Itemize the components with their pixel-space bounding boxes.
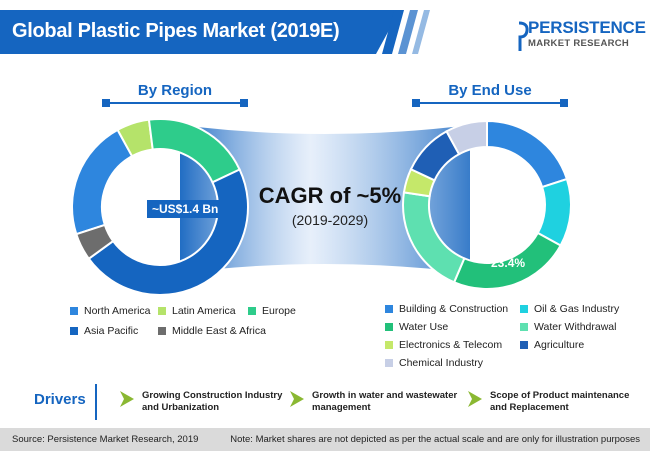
driver-item: Growth in water and wastewater management xyxy=(288,390,457,414)
legend-swatch xyxy=(248,307,256,315)
driver-line: Scope of Product maintenance xyxy=(490,390,630,401)
connector-band xyxy=(180,125,470,273)
arrow-icon xyxy=(290,391,304,407)
region-slice-asia-pacific xyxy=(87,168,249,296)
driver-line: management xyxy=(312,402,371,413)
legend-swatch xyxy=(520,305,528,313)
legend-label: North America xyxy=(84,305,151,317)
cagr-value: CAGR of ~5% xyxy=(258,183,402,208)
footer-note: Note: Market shares are not depicted as … xyxy=(230,434,640,445)
legend-swatch xyxy=(520,341,528,349)
legend-item: Europe xyxy=(248,305,296,317)
legend-label: Middle East & Africa xyxy=(172,325,266,337)
footer-source: Source: Persistence Market Research, 201… xyxy=(12,434,199,445)
region-title-underline xyxy=(102,99,248,107)
legend-label: Agriculture xyxy=(534,339,585,351)
legend-label: Asia Pacific xyxy=(84,325,139,337)
legend-item: Latin America xyxy=(158,305,236,317)
legend-item: North America xyxy=(70,305,151,317)
legend-item: Chemical Industry xyxy=(385,357,483,369)
legend-swatch xyxy=(70,327,78,335)
title-stripes xyxy=(382,10,430,54)
legend-swatch xyxy=(158,327,166,335)
legend-label: Latin America xyxy=(172,305,236,317)
enduse-title-underline xyxy=(412,99,568,107)
driver-item: Growing Construction Industry and Urbaniz… xyxy=(118,390,282,414)
cagr-years: (2019-2029) xyxy=(291,212,369,228)
legend-label: Europe xyxy=(262,305,296,317)
legend-swatch xyxy=(70,307,78,315)
legend-label: Building & Construction xyxy=(399,303,509,315)
enduse-section-title: By End Use xyxy=(448,82,532,99)
legend-swatch xyxy=(385,359,393,367)
region-donut xyxy=(71,118,249,296)
region-market-size-label: ~US$1.4 Bn xyxy=(147,200,224,218)
legend-item: Agriculture xyxy=(520,339,584,351)
legend-label: Chemical Industry xyxy=(399,357,484,369)
enduse-slice-chemical-industry xyxy=(445,119,488,156)
legend-swatch xyxy=(385,305,393,313)
enduse-slice-building-construction xyxy=(486,119,569,189)
legend-label: Electronics & Telecom xyxy=(399,339,503,351)
driver-line: and Urbanization xyxy=(142,402,220,413)
legend-label: Water Use xyxy=(399,321,449,333)
arrow-icon xyxy=(468,391,482,407)
driver-item: Scope of Product maintenance and Replacem… xyxy=(466,390,629,414)
enduse-donut xyxy=(402,119,572,290)
legend-swatch xyxy=(385,323,393,331)
legend-item: Water Use xyxy=(385,321,448,333)
donut-charts xyxy=(71,118,572,296)
legend-item: Water Withdrawal xyxy=(520,321,616,333)
legend-item: Electronics & Telecom xyxy=(385,339,502,351)
legend-item: Oil & Gas Industry xyxy=(520,303,619,315)
legend-item: Middle East & Africa xyxy=(158,325,266,337)
driver-line: Growing Construction Industry xyxy=(142,390,283,401)
legend-swatch xyxy=(158,307,166,315)
driver-line: and Replacement xyxy=(490,402,569,413)
water-use-share-label: ~23.4% xyxy=(484,256,526,270)
arrow-icon xyxy=(120,391,134,407)
legend-item: Asia Pacific xyxy=(70,325,138,337)
logo-subtitle: MARKET RESEARCH xyxy=(528,38,630,49)
legend-label: Water Withdrawal xyxy=(534,321,617,333)
logo-name: PERSISTENCE xyxy=(528,18,646,37)
page-title: Global Plastic Pipes Market (2019E) xyxy=(12,20,340,42)
legend-swatch xyxy=(385,341,393,349)
legend-item: Building & Construction xyxy=(385,303,508,315)
region-section-title: By Region xyxy=(137,82,213,99)
footer: Source: Persistence Market Research, 201… xyxy=(0,428,650,451)
logo: PERSISTENCE MARKET RESEARCH xyxy=(516,18,646,60)
driver-line: Growth in water and wastewater xyxy=(312,390,458,401)
legend-swatch xyxy=(520,323,528,331)
drivers-divider xyxy=(95,384,97,420)
legend-label: Oil & Gas Industry xyxy=(534,303,620,315)
cagr-callout: CAGR of ~5% (2019-2029) xyxy=(255,183,405,228)
logo-mark-icon xyxy=(518,21,529,51)
region-slice-north-america xyxy=(71,128,134,236)
region-slice-middle-east-africa xyxy=(75,223,115,261)
drivers-title: Drivers xyxy=(34,391,86,408)
title-banner xyxy=(0,10,400,54)
